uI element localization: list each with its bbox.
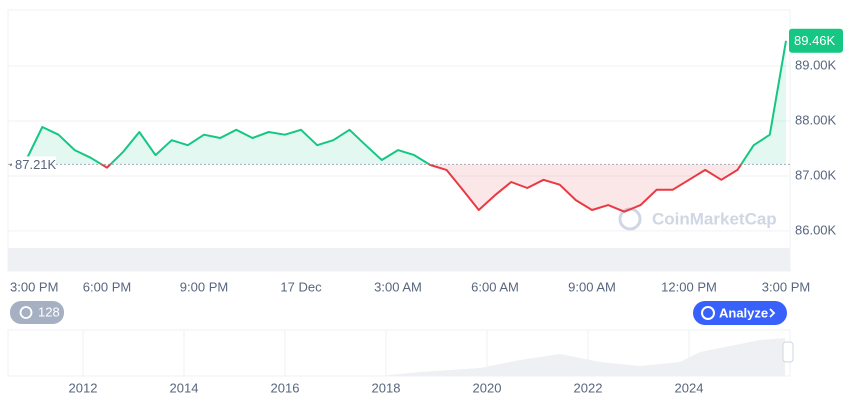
plot-frame — [7, 9, 791, 272]
price-badge — [789, 28, 843, 53]
x-tick-label: 12:00 PM — [661, 279, 717, 294]
navigator-label: 2012 — [69, 380, 98, 395]
navigator-label: 2024 — [675, 380, 704, 395]
navigator — [7, 329, 794, 377]
history-button[interactable]: 128 — [10, 301, 64, 324]
analyze-label: Analyze — [719, 305, 768, 320]
x-tick-label: 3:00 PM — [762, 279, 810, 294]
analyze-button[interactable]: Analyze — [693, 301, 787, 325]
area-below — [10, 164, 742, 212]
x-tick-label: 6:00 PM — [83, 279, 131, 294]
navigator-label: 2014 — [170, 380, 199, 395]
x-tick-label: 9:00 AM — [568, 279, 616, 294]
price-badge-label: 89.46K — [794, 33, 836, 48]
y-tick-label: 89.00K — [795, 57, 837, 72]
price-line-above — [9, 40, 787, 165]
navigator-label: 2020 — [473, 380, 502, 395]
reference-label: 87.21K — [15, 157, 57, 172]
x-tick-label: 3:00 AM — [374, 279, 422, 294]
y-tick-label: 86.00K — [795, 222, 837, 237]
navigator-label: 2022 — [574, 380, 603, 395]
x-tick-label: 6:00 AM — [471, 279, 519, 294]
y-tick-label: 88.00K — [795, 112, 837, 127]
x-tick-label: 17 Dec — [280, 279, 322, 294]
x-tick-label: 3:00 PM — [10, 279, 58, 294]
reference-label-bg — [12, 156, 56, 173]
price-line-below — [9, 164, 743, 213]
y-tick-label: 87.00K — [795, 167, 837, 182]
navigator-label: 2016 — [271, 380, 300, 395]
navigator-label: 2018 — [372, 380, 401, 395]
watermark-text: CoinMarketCap — [652, 209, 777, 228]
history-count: 128 — [38, 304, 60, 319]
x-tick-label: 9:00 PM — [180, 279, 228, 294]
volume-band — [8, 248, 790, 271]
